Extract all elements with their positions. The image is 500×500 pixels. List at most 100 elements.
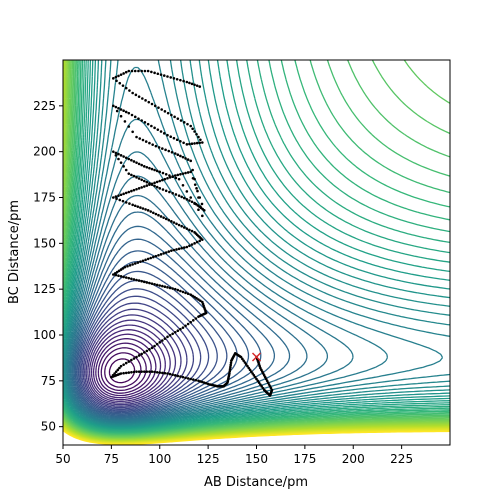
trajectory-point: [117, 152, 120, 156]
trajectory-point: [174, 193, 178, 196]
trajectory-point: [153, 282, 156, 286]
y-tick-label: 150: [33, 236, 56, 250]
trajectory-point: [191, 319, 195, 322]
y-axis-ticks: 50 75 100 125 150 175 200 225: [33, 99, 63, 434]
trajectory-point: [176, 374, 180, 378]
trajectory-point: [127, 190, 131, 194]
contour-lines: [63, 60, 450, 445]
trajectory-point: [179, 289, 182, 293]
trajectory-point: [186, 292, 190, 296]
trajectory-point: [115, 197, 118, 201]
trajectory-point: [195, 240, 199, 244]
trajectory-point: [162, 132, 166, 135]
trajectory-point: [195, 297, 198, 300]
trajectory-point: [168, 372, 172, 376]
trajectory-point: [153, 370, 156, 374]
trajectory-point: [158, 187, 162, 190]
trajectory-point: [149, 256, 153, 260]
trajectory-point: [133, 69, 137, 73]
trajectory-point: [118, 198, 122, 202]
trajectory-point: [130, 113, 134, 117]
trajectory-point: [161, 188, 165, 191]
trajectory-point: [179, 78, 182, 82]
trajectory-point: [186, 158, 190, 161]
trajectory-point: [173, 152, 177, 155]
trajectory-point: [191, 294, 194, 298]
trajectory-point: [136, 205, 140, 208]
trajectory-point: [164, 217, 168, 221]
start-marker: [251, 352, 262, 362]
trajectory-point: [179, 172, 182, 176]
trajectory-point: [184, 171, 187, 175]
trajectory-point: [132, 370, 136, 374]
trajectory-point: [199, 205, 202, 208]
trajectory-path: [110, 69, 274, 397]
trajectory-point: [190, 200, 194, 204]
trajectory-point: [140, 186, 143, 189]
trajectory-point: [130, 69, 134, 73]
trajectory-point: [112, 104, 115, 108]
trajectory-point: [135, 370, 138, 373]
trajectory-point: [247, 366, 251, 370]
trajectory-point: [146, 209, 150, 212]
trajectory-point: [143, 69, 147, 73]
trajectory-point: [119, 114, 123, 118]
trajectory-point: [193, 83, 196, 87]
trajectory-point: [168, 286, 172, 290]
contour-level: [64, 60, 450, 425]
trajectory-point: [159, 215, 163, 218]
trajectory-point: [114, 105, 118, 109]
trajectory-point: [163, 110, 167, 113]
contour-level: [63, 429, 450, 445]
trajectory-point: [124, 70, 128, 74]
trajectory-point: [184, 324, 187, 328]
trajectory-point: [186, 171, 190, 174]
trajectory-point: [155, 185, 159, 189]
trajectory-point: [159, 253, 163, 256]
trajectory-point: [142, 165, 146, 168]
trajectory-point: [118, 366, 121, 370]
trajectory-point: [139, 206, 142, 209]
trajectory-point: [146, 69, 150, 73]
trajectory-point: [121, 199, 125, 203]
trajectory-point: [173, 115, 176, 119]
trajectory-point: [191, 168, 194, 172]
contour-level: [63, 60, 450, 432]
trajectory-point: [154, 212, 158, 216]
trajectory-point: [190, 229, 194, 233]
contour-level: [63, 60, 450, 436]
trajectory-point: [135, 355, 138, 359]
trajectory-point: [193, 231, 196, 234]
trajectory-point: [153, 344, 156, 348]
trajectory-point: [113, 271, 117, 275]
trajectory-point: [130, 173, 133, 177]
trajectory-point: [133, 262, 137, 265]
trajectory-point: [157, 146, 161, 149]
trajectory-point: [184, 376, 187, 380]
contour-level: [79, 288, 210, 411]
trajectory-point: [199, 299, 202, 303]
trajectory-point: [127, 360, 131, 363]
trajectory-point: [175, 222, 178, 226]
trajectory-point: [175, 77, 179, 81]
trajectory-point: [257, 381, 261, 384]
trajectory-point: [153, 181, 156, 185]
y-tick-label: 125: [33, 282, 56, 296]
trajectory-point: [170, 150, 174, 154]
trajectory-point: [168, 174, 171, 177]
trajectory-point: [128, 202, 131, 205]
trajectory-point: [193, 177, 196, 181]
trajectory-point: [114, 154, 118, 157]
trajectory-point: [243, 361, 247, 364]
trajectory-point: [182, 79, 185, 83]
trajectory-point: [261, 386, 265, 390]
trajectory-point: [171, 191, 174, 195]
trajectory-point: [131, 130, 134, 134]
trajectory-point: [181, 326, 185, 329]
trajectory-point: [161, 171, 165, 175]
trajectory-point: [158, 341, 162, 344]
trajectory-point: [244, 363, 248, 366]
trajectory-point: [191, 378, 195, 381]
trajectory-point: [117, 269, 121, 273]
contour-level: [82, 302, 195, 409]
